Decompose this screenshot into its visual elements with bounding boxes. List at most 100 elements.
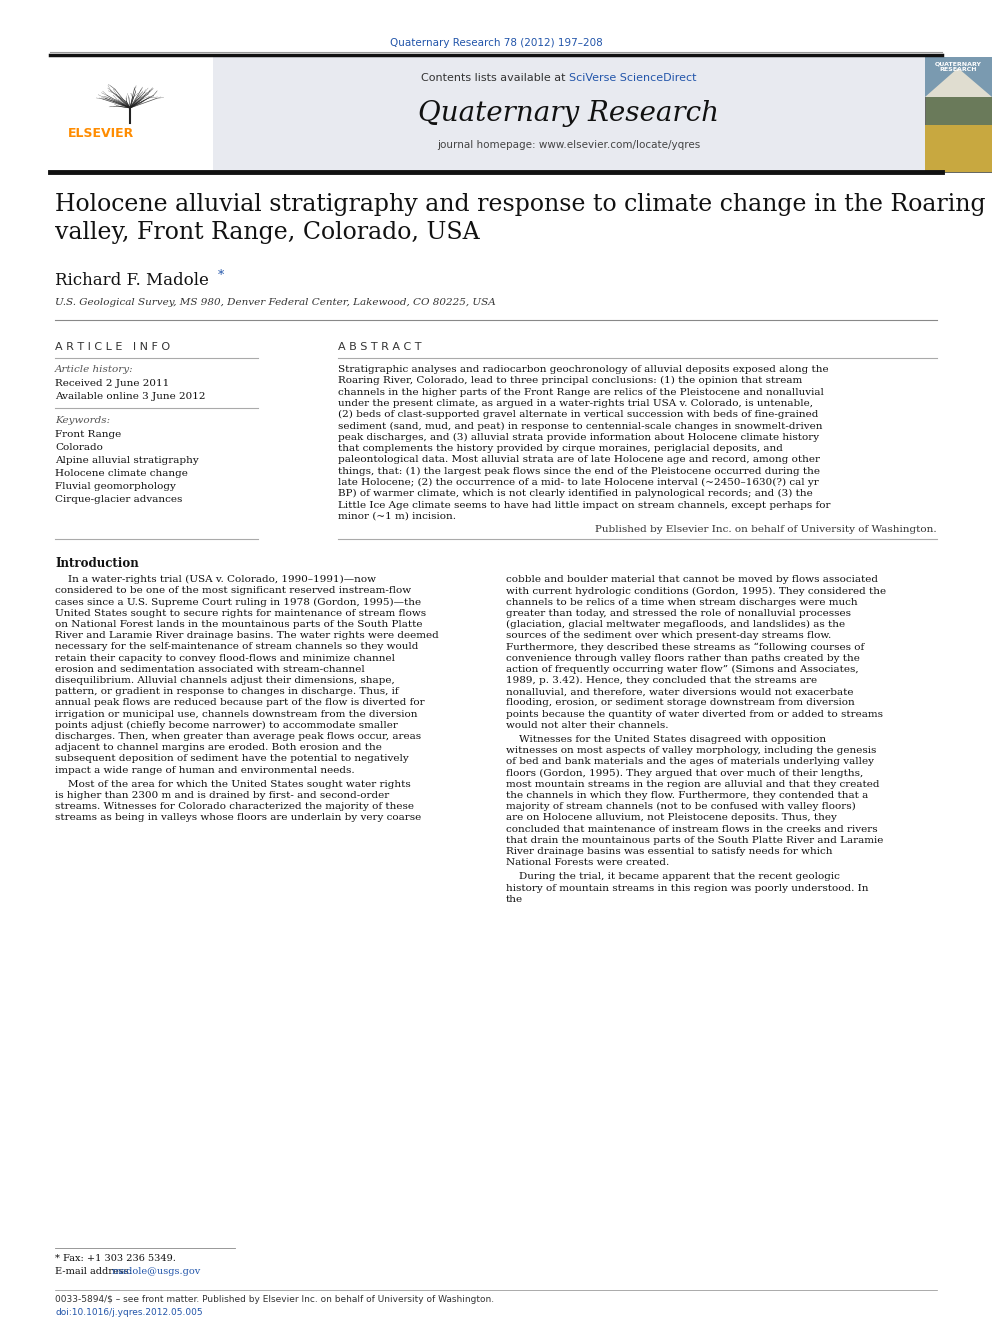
Text: adjacent to channel margins are eroded. Both erosion and the: adjacent to channel margins are eroded. … [55,744,382,753]
Text: madole@usgs.gov: madole@usgs.gov [111,1267,200,1275]
Text: Keywords:: Keywords: [55,415,110,425]
Text: Available online 3 June 2012: Available online 3 June 2012 [55,392,205,401]
Text: channels to be relics of a time when stream discharges were much: channels to be relics of a time when str… [506,598,858,607]
FancyBboxPatch shape [925,57,992,97]
Text: journal homepage: www.elsevier.com/locate/yqres: journal homepage: www.elsevier.com/locat… [437,140,700,149]
Text: U.S. Geological Survey, MS 980, Denver Federal Center, Lakewood, CO 80225, USA: U.S. Geological Survey, MS 980, Denver F… [55,298,496,307]
Text: Holocene alluvial stratigraphy and response to climate change in the Roaring Riv: Holocene alluvial stratigraphy and respo… [55,193,992,243]
Text: concluded that maintenance of instream flows in the creeks and rivers: concluded that maintenance of instream f… [506,824,878,833]
Text: Published by Elsevier Inc. on behalf of University of Washington.: Published by Elsevier Inc. on behalf of … [595,525,937,534]
Text: E-mail address:: E-mail address: [55,1267,135,1275]
Text: would not alter their channels.: would not alter their channels. [506,721,669,730]
Text: Holocene climate change: Holocene climate change [55,468,187,478]
Text: Little Ice Age climate seems to have had little impact on stream channels, excep: Little Ice Age climate seems to have had… [338,500,830,509]
Text: Stratigraphic analyses and radiocarbon geochronology of alluvial deposits expose: Stratigraphic analyses and radiocarbon g… [338,365,828,374]
Text: *: * [218,269,224,282]
Text: Alpine alluvial stratigraphy: Alpine alluvial stratigraphy [55,456,198,464]
Text: River and Laramie River drainage basins. The water rights were deemed: River and Laramie River drainage basins.… [55,631,438,640]
Text: cobble and boulder material that cannot be moved by flows associated: cobble and boulder material that cannot … [506,576,878,585]
Text: of bed and bank materials and the ages of materials underlying valley: of bed and bank materials and the ages o… [506,757,874,766]
FancyBboxPatch shape [50,57,213,172]
Text: Fluvial geomorphology: Fluvial geomorphology [55,482,176,491]
Text: BP) of warmer climate, which is not clearly identified in palynological records;: BP) of warmer climate, which is not clea… [338,490,812,499]
Text: late Holocene; (2) the occurrence of a mid- to late Holocene interval (~2450–163: late Holocene; (2) the occurrence of a m… [338,478,818,487]
Text: Introduction: Introduction [55,557,139,570]
Text: (2) beds of clast-supported gravel alternate in vertical succession with beds of: (2) beds of clast-supported gravel alter… [338,410,818,419]
Text: the channels in which they flow. Furthermore, they contended that a: the channels in which they flow. Further… [506,791,868,800]
Text: National Forests were created.: National Forests were created. [506,859,670,867]
Text: that complements the history provided by cirque moraines, periglacial deposits, : that complements the history provided by… [338,445,783,452]
Text: Furthermore, they described these streams as “following courses of: Furthermore, they described these stream… [506,643,864,652]
Text: 0033-5894/$ – see front matter. Published by Elsevier Inc. on behalf of Universi: 0033-5894/$ – see front matter. Publishe… [55,1295,494,1304]
Text: floors (Gordon, 1995). They argued that over much of their lengths,: floors (Gordon, 1995). They argued that … [506,769,863,778]
Text: irrigation or municipal use, channels downstream from the diversion: irrigation or municipal use, channels do… [55,709,418,718]
Text: witnesses on most aspects of valley morphology, including the genesis: witnesses on most aspects of valley morp… [506,746,876,755]
Text: doi:10.1016/j.yqres.2012.05.005: doi:10.1016/j.yqres.2012.05.005 [55,1308,202,1316]
Text: Received 2 June 2011: Received 2 June 2011 [55,378,170,388]
Text: channels in the higher parts of the Front Range are relics of the Pleistocene an: channels in the higher parts of the Fron… [338,388,824,397]
Text: subsequent deposition of sediment have the potential to negatively: subsequent deposition of sediment have t… [55,754,409,763]
Text: erosion and sedimentation associated with stream-channel: erosion and sedimentation associated wit… [55,664,365,673]
Text: considered to be one of the most significant reserved instream-flow: considered to be one of the most signifi… [55,586,411,595]
Text: In a water-rights trial (USA v. Colorado, 1990–1991)—now: In a water-rights trial (USA v. Colorado… [55,576,376,585]
Text: that drain the mountainous parts of the South Platte River and Laramie: that drain the mountainous parts of the … [506,836,883,845]
Text: Roaring River, Colorado, lead to three principal conclusions: (1) the opinion th: Roaring River, Colorado, lead to three p… [338,376,803,385]
Text: 1989, p. 3.42). Hence, they concluded that the streams are: 1989, p. 3.42). Hence, they concluded th… [506,676,817,685]
Text: annual peak flows are reduced because part of the flow is diverted for: annual peak flows are reduced because pa… [55,699,425,708]
Text: Quaternary Research 78 (2012) 197–208: Quaternary Research 78 (2012) 197–208 [390,38,602,48]
Text: is higher than 2300 m and is drained by first- and second-order: is higher than 2300 m and is drained by … [55,791,389,800]
Text: things, that: (1) the largest peak flows since the end of the Pleistocene occurr: things, that: (1) the largest peak flows… [338,467,820,476]
Text: disequilibrium. Alluvial channels adjust their dimensions, shape,: disequilibrium. Alluvial channels adjust… [55,676,395,685]
Text: Cirque-glacier advances: Cirque-glacier advances [55,495,183,504]
Text: with current hydrologic conditions (Gordon, 1995). They considered the: with current hydrologic conditions (Gord… [506,586,886,595]
Text: During the trial, it became apparent that the recent geologic: During the trial, it became apparent tha… [506,872,840,881]
Text: cases since a U.S. Supreme Court ruling in 1978 (Gordon, 1995)—the: cases since a U.S. Supreme Court ruling … [55,598,422,607]
Text: majority of stream channels (not to be confused with valley floors): majority of stream channels (not to be c… [506,802,856,811]
Text: peak discharges, and (3) alluvial strata provide information about Holocene clim: peak discharges, and (3) alluvial strata… [338,433,819,442]
Text: retain their capacity to convey flood-flows and minimize channel: retain their capacity to convey flood-fl… [55,654,395,663]
Text: are on Holocene alluvium, not Pleistocene deposits. Thus, they: are on Holocene alluvium, not Pleistocen… [506,814,837,823]
Text: greater than today, and stressed the role of nonalluvial processes: greater than today, and stressed the rol… [506,609,851,618]
Text: convenience through valley floors rather than paths created by the: convenience through valley floors rather… [506,654,860,663]
Text: streams. Witnesses for Colorado characterized the majority of these: streams. Witnesses for Colorado characte… [55,802,414,811]
Text: action of frequently occurring water flow” (Simons and Associates,: action of frequently occurring water flo… [506,664,859,673]
Text: (glaciation, glacial meltwater megafloods, and landslides) as the: (glaciation, glacial meltwater megaflood… [506,620,845,630]
Text: ELSEVIER: ELSEVIER [68,127,134,140]
Text: United States sought to secure rights for maintenance of stream flows: United States sought to secure rights fo… [55,609,427,618]
Text: history of mountain streams in this region was poorly understood. In: history of mountain streams in this regi… [506,884,869,893]
Polygon shape [925,67,992,97]
FancyBboxPatch shape [925,124,992,172]
FancyBboxPatch shape [213,57,925,172]
FancyBboxPatch shape [925,57,992,172]
Text: SciVerse ScienceDirect: SciVerse ScienceDirect [569,73,696,83]
Text: on National Forest lands in the mountainous parts of the South Platte: on National Forest lands in the mountain… [55,620,423,628]
Text: A R T I C L E   I N F O: A R T I C L E I N F O [55,343,170,352]
Text: River drainage basins was essential to satisfy needs for which: River drainage basins was essential to s… [506,847,832,856]
Text: Front Range: Front Range [55,430,121,439]
Text: necessary for the self-maintenance of stream channels so they would: necessary for the self-maintenance of st… [55,643,419,651]
Text: sediment (sand, mud, and peat) in response to centennial-scale changes in snowme: sediment (sand, mud, and peat) in respon… [338,422,822,430]
Text: Colorado: Colorado [55,443,103,452]
Text: streams as being in valleys whose floors are underlain by very coarse: streams as being in valleys whose floors… [55,814,422,823]
Text: paleontological data. Most alluvial strata are of late Holocene age and record, : paleontological data. Most alluvial stra… [338,455,820,464]
Text: points because the quantity of water diverted from or added to streams: points because the quantity of water div… [506,709,883,718]
Text: A B S T R A C T: A B S T R A C T [338,343,422,352]
Text: most mountain streams in the region are alluvial and that they created: most mountain streams in the region are … [506,779,880,789]
Text: pattern, or gradient in response to changes in discharge. Thus, if: pattern, or gradient in response to chan… [55,687,399,696]
Text: impact a wide range of human and environmental needs.: impact a wide range of human and environ… [55,766,354,774]
Text: points adjust (chiefly become narrower) to accommodate smaller: points adjust (chiefly become narrower) … [55,721,398,730]
Text: Contents lists available at: Contents lists available at [421,73,569,83]
Text: nonalluvial, and therefore, water diversions would not exacerbate: nonalluvial, and therefore, water divers… [506,687,853,696]
Text: flooding, erosion, or sediment storage downstream from diversion: flooding, erosion, or sediment storage d… [506,699,855,708]
Text: Most of the area for which the United States sought water rights: Most of the area for which the United St… [55,779,411,789]
Text: sources of the sediment over which present-day streams flow.: sources of the sediment over which prese… [506,631,831,640]
Text: QUATERNARY
RESEARCH: QUATERNARY RESEARCH [934,61,981,73]
Text: * Fax: +1 303 236 5349.: * Fax: +1 303 236 5349. [55,1254,176,1263]
Text: discharges. Then, when greater than average peak flows occur, areas: discharges. Then, when greater than aver… [55,732,422,741]
Text: Article history:: Article history: [55,365,134,374]
Text: under the present climate, as argued in a water-rights trial USA v. Colorado, is: under the present climate, as argued in … [338,400,813,407]
Text: Quaternary Research: Quaternary Research [419,101,719,127]
Text: Richard F. Madole: Richard F. Madole [55,273,209,288]
Text: Witnesses for the United States disagreed with opposition: Witnesses for the United States disagree… [506,736,826,744]
Text: minor (~1 m) incision.: minor (~1 m) incision. [338,512,456,521]
